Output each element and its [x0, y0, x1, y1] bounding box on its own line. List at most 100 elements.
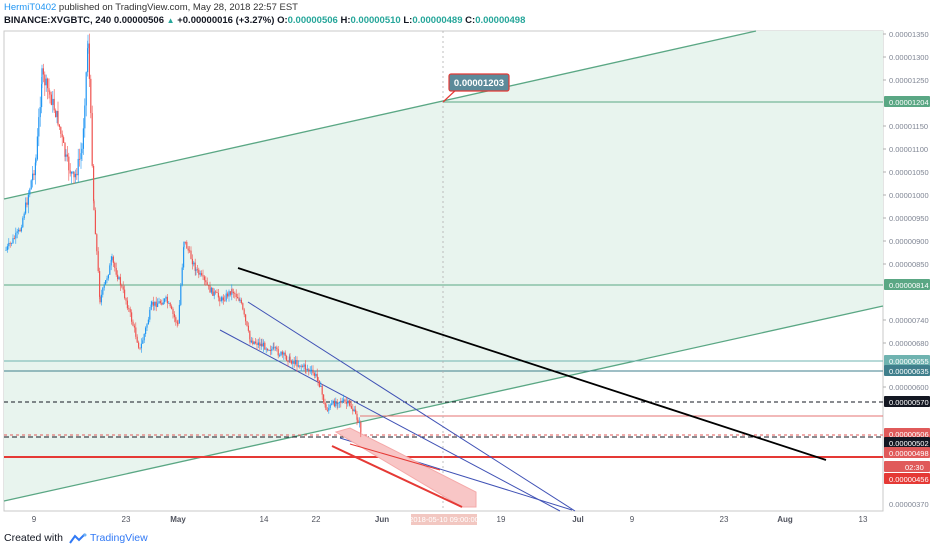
- candle-body: [240, 299, 242, 304]
- channel-upper-line[interactable]: [3, 30, 757, 200]
- candle-body: [19, 229, 21, 232]
- candle-body: [217, 292, 219, 298]
- low-value: 0.00000489: [412, 15, 463, 26]
- candle-body: [212, 287, 214, 296]
- candle-body: [103, 284, 105, 288]
- candles: [5, 33, 362, 438]
- price-change: +0.00000016 (+3.27%): [177, 15, 275, 26]
- candle-body: [23, 213, 25, 219]
- candle-body: [232, 291, 234, 294]
- publish-info: HermiT0402 published on TradingView.com,…: [4, 1, 924, 14]
- candle-body: [187, 248, 189, 251]
- candle-body: [328, 407, 330, 411]
- callout-box[interactable]: [448, 73, 510, 92]
- price-axis[interactable]: 0.00001350 0.00001300 0.00001250 0.00001150…: [883, 30, 932, 511]
- candle-body: [99, 271, 101, 297]
- candle-body: [165, 296, 167, 299]
- candle-body: [303, 364, 305, 367]
- price-tag-label: 0.00000456: [889, 475, 929, 484]
- candle-body: [87, 43, 89, 49]
- candle-body: [184, 241, 186, 243]
- candle-body: [71, 172, 73, 174]
- candle-body: [56, 111, 58, 118]
- candle-body: [50, 94, 52, 105]
- candle-body: [125, 298, 127, 301]
- price-tick-label: 0.00001100: [889, 145, 928, 154]
- candle-body: [360, 422, 362, 433]
- target-zone[interactable]: [334, 427, 477, 508]
- candle-body: [238, 298, 240, 301]
- price-tick-label: 0.00000370: [889, 500, 929, 509]
- tradingview-logo[interactable]: TradingView: [69, 532, 148, 544]
- price-tag-label: 02:30: [905, 463, 924, 472]
- channel-lower-line[interactable]: [3, 305, 884, 502]
- candle-body: [102, 287, 104, 295]
- candle-body: [257, 342, 259, 345]
- candle-body: [352, 408, 354, 412]
- candle-body: [273, 346, 275, 348]
- candle-body: [166, 296, 168, 304]
- candle-body: [191, 258, 193, 265]
- candle-body: [91, 113, 93, 166]
- candle-body: [80, 153, 82, 159]
- black-trend-line[interactable]: [237, 267, 827, 461]
- candle-body: [213, 291, 215, 296]
- candle-body: [47, 78, 49, 89]
- candle-body: [34, 162, 36, 176]
- candle-body: [286, 355, 288, 361]
- candle-body: [345, 401, 347, 404]
- time-tick-label: 22: [312, 515, 321, 524]
- candle-body: [73, 171, 75, 178]
- candle-body: [93, 201, 95, 211]
- candle-body: [15, 232, 17, 239]
- candle-body: [341, 400, 343, 403]
- candle-body: [52, 98, 54, 105]
- candle-body: [229, 291, 231, 295]
- price-tick-label: 0.00000600: [889, 383, 929, 392]
- candle-body: [118, 277, 120, 280]
- candle-body: [256, 343, 258, 345]
- candle-body: [63, 137, 65, 143]
- candle-body: [107, 274, 109, 279]
- symbol-label[interactable]: BINANCE:XVGBTC, 240: [4, 15, 112, 26]
- candle-body: [305, 369, 307, 370]
- candle-body: [210, 287, 212, 293]
- footer: Created with TradingView: [4, 530, 148, 546]
- candle-body: [268, 350, 270, 351]
- time-axis[interactable]: 9 23 May 14 22 Jun 19 Jul 9 23 Aug 13 2018-05-10 09:…: [32, 514, 868, 525]
- candle-body: [198, 269, 200, 275]
- candle-body: [353, 409, 355, 412]
- price-tag: [884, 396, 930, 407]
- candle-body: [178, 304, 180, 324]
- candle-body: [171, 306, 173, 309]
- high-label: H:: [340, 15, 351, 26]
- candle-body: [164, 298, 166, 303]
- chart-header: HermiT0402 published on TradingView.com,…: [4, 1, 924, 31]
- candle-body: [347, 400, 349, 404]
- candle-body: [38, 117, 40, 137]
- red-projection-line-1[interactable]: [349, 443, 441, 471]
- red-projection-line-2[interactable]: [331, 445, 463, 508]
- author-link[interactable]: HermiT0402: [4, 2, 57, 13]
- candle-body: [12, 238, 14, 244]
- candle-body: [194, 262, 196, 271]
- candle-body: [176, 321, 178, 324]
- candle-body: [348, 400, 350, 403]
- candle-body: [48, 88, 50, 92]
- blue-channel-upper[interactable]: [247, 301, 576, 512]
- candle-body: [243, 309, 245, 315]
- candle-body: [216, 292, 218, 293]
- candle-body: [225, 293, 227, 301]
- candle-body: [9, 243, 11, 244]
- candle-body: [49, 91, 51, 95]
- candle-body: [109, 265, 111, 275]
- price-tag-label: 0.00000814: [889, 281, 929, 290]
- candle-body: [145, 327, 147, 334]
- blue-channel-lower[interactable]: [219, 329, 561, 512]
- up-arrow-icon: ▲: [166, 16, 175, 25]
- candle-body: [317, 377, 319, 382]
- candle-body: [209, 285, 211, 293]
- candle-body: [33, 173, 35, 176]
- candle-body: [313, 373, 315, 376]
